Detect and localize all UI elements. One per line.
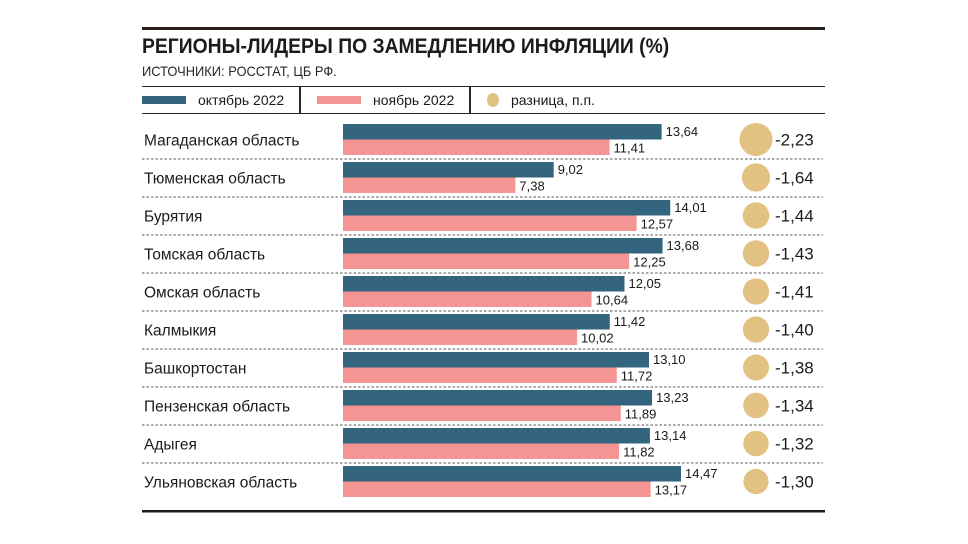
value-label-november: 12,25 bbox=[633, 255, 666, 270]
category-label: Ульяновская область bbox=[144, 475, 297, 492]
value-label-october: 11,42 bbox=[614, 314, 646, 329]
value-label-october: 13,10 bbox=[653, 352, 686, 367]
value-label-november: 10,02 bbox=[581, 331, 614, 346]
bar-november bbox=[343, 177, 516, 193]
category-label: Томская область bbox=[144, 247, 265, 264]
difference-bubble bbox=[743, 430, 769, 457]
bar-october bbox=[343, 390, 653, 406]
legend-label-difference: разница, п.п. bbox=[511, 92, 595, 108]
legend-item-november: ноябрь 2022 bbox=[317, 87, 454, 113]
legend: октябрь 2022 ноябрь 2022 разница, п.п. bbox=[142, 86, 825, 114]
difference-bubble bbox=[742, 202, 770, 229]
bottom-rule bbox=[142, 510, 825, 513]
category-label: Башкортостан bbox=[144, 361, 246, 378]
bar-october bbox=[343, 200, 671, 216]
legend-divider bbox=[469, 87, 471, 113]
bar-november bbox=[343, 443, 620, 459]
bar-october bbox=[343, 124, 662, 140]
value-label-october: 14,01 bbox=[674, 200, 707, 215]
difference-bubble bbox=[743, 468, 769, 495]
value-label-october: 13,23 bbox=[656, 390, 689, 405]
value-label-october: 12,05 bbox=[628, 276, 661, 291]
difference-bubble bbox=[742, 240, 770, 267]
category-label: Пензенская область bbox=[144, 399, 290, 416]
bar-october bbox=[343, 162, 554, 178]
difference-bubble bbox=[743, 354, 769, 381]
legend-swatch-november bbox=[317, 96, 361, 104]
category-label: Тюменская область bbox=[144, 171, 286, 188]
legend-dot-difference bbox=[487, 93, 499, 107]
legend-swatch-october bbox=[142, 96, 186, 104]
value-label-november: 11,72 bbox=[621, 369, 653, 384]
bar-november bbox=[343, 405, 621, 421]
difference-bubble bbox=[741, 163, 771, 192]
value-label-november: 11,89 bbox=[625, 407, 657, 422]
legend-item-october: октябрь 2022 bbox=[142, 87, 284, 113]
value-label-november: 7,38 bbox=[519, 179, 544, 194]
bar-november bbox=[343, 291, 592, 307]
value-label-october: 13,68 bbox=[667, 238, 700, 253]
difference-label: -1,32 bbox=[775, 435, 814, 454]
value-label-october: 9,02 bbox=[558, 162, 583, 177]
legend-item-difference: разница, п.п. bbox=[487, 87, 595, 113]
bar-october bbox=[343, 352, 649, 368]
value-label-november: 11,41 bbox=[614, 141, 646, 156]
value-label-october: 13,14 bbox=[654, 428, 687, 443]
difference-label: -2,23 bbox=[775, 131, 814, 150]
bar-october bbox=[343, 428, 650, 444]
bar-november bbox=[343, 481, 651, 497]
category-label: Адыгея bbox=[144, 437, 197, 454]
category-label: Бурятия bbox=[144, 209, 202, 226]
value-label-october: 13,64 bbox=[666, 124, 699, 139]
bar-november bbox=[343, 329, 578, 345]
difference-label: -1,38 bbox=[775, 359, 814, 378]
top-rule bbox=[142, 27, 825, 30]
category-label: Омская область bbox=[144, 285, 260, 302]
difference-bubble bbox=[743, 392, 769, 419]
chart-subtitle: ИСТОЧНИКИ: РОССТАТ, ЦБ РФ. bbox=[142, 63, 337, 79]
bar-october bbox=[343, 466, 681, 482]
difference-bubble bbox=[742, 316, 770, 343]
legend-divider bbox=[299, 87, 301, 113]
difference-bubble bbox=[742, 278, 770, 305]
difference-bubble bbox=[739, 123, 773, 156]
legend-label-november: ноябрь 2022 bbox=[373, 92, 455, 108]
bar-november bbox=[343, 253, 630, 269]
difference-label: -1,30 bbox=[775, 473, 814, 492]
category-label: Магаданская область bbox=[144, 133, 299, 150]
difference-label: -1,43 bbox=[775, 245, 814, 264]
value-label-november: 13,17 bbox=[655, 483, 688, 498]
bar-november bbox=[343, 139, 610, 155]
bar-october bbox=[343, 276, 625, 292]
bar-november bbox=[343, 215, 637, 231]
bar-october bbox=[343, 238, 663, 254]
value-label-november: 12,57 bbox=[641, 217, 674, 232]
bar-november bbox=[343, 367, 617, 383]
value-label-october: 14,47 bbox=[685, 466, 718, 481]
chart-title: РЕГИОНЫ-ЛИДЕРЫ ПО ЗАМЕДЛЕНИЮ ИНФЛЯЦИИ (%… bbox=[142, 35, 670, 58]
value-label-november: 10,64 bbox=[596, 293, 629, 308]
difference-label: -1,40 bbox=[775, 321, 814, 340]
legend-label-october: октябрь 2022 bbox=[198, 92, 285, 108]
difference-label: -1,41 bbox=[775, 283, 814, 302]
difference-label: -1,64 bbox=[775, 169, 814, 188]
bar-october bbox=[343, 314, 610, 330]
difference-label: -1,44 bbox=[775, 207, 814, 226]
value-label-november: 11,82 bbox=[623, 445, 655, 460]
difference-label: -1,34 bbox=[775, 397, 814, 416]
category-label: Калмыкия bbox=[144, 323, 216, 340]
